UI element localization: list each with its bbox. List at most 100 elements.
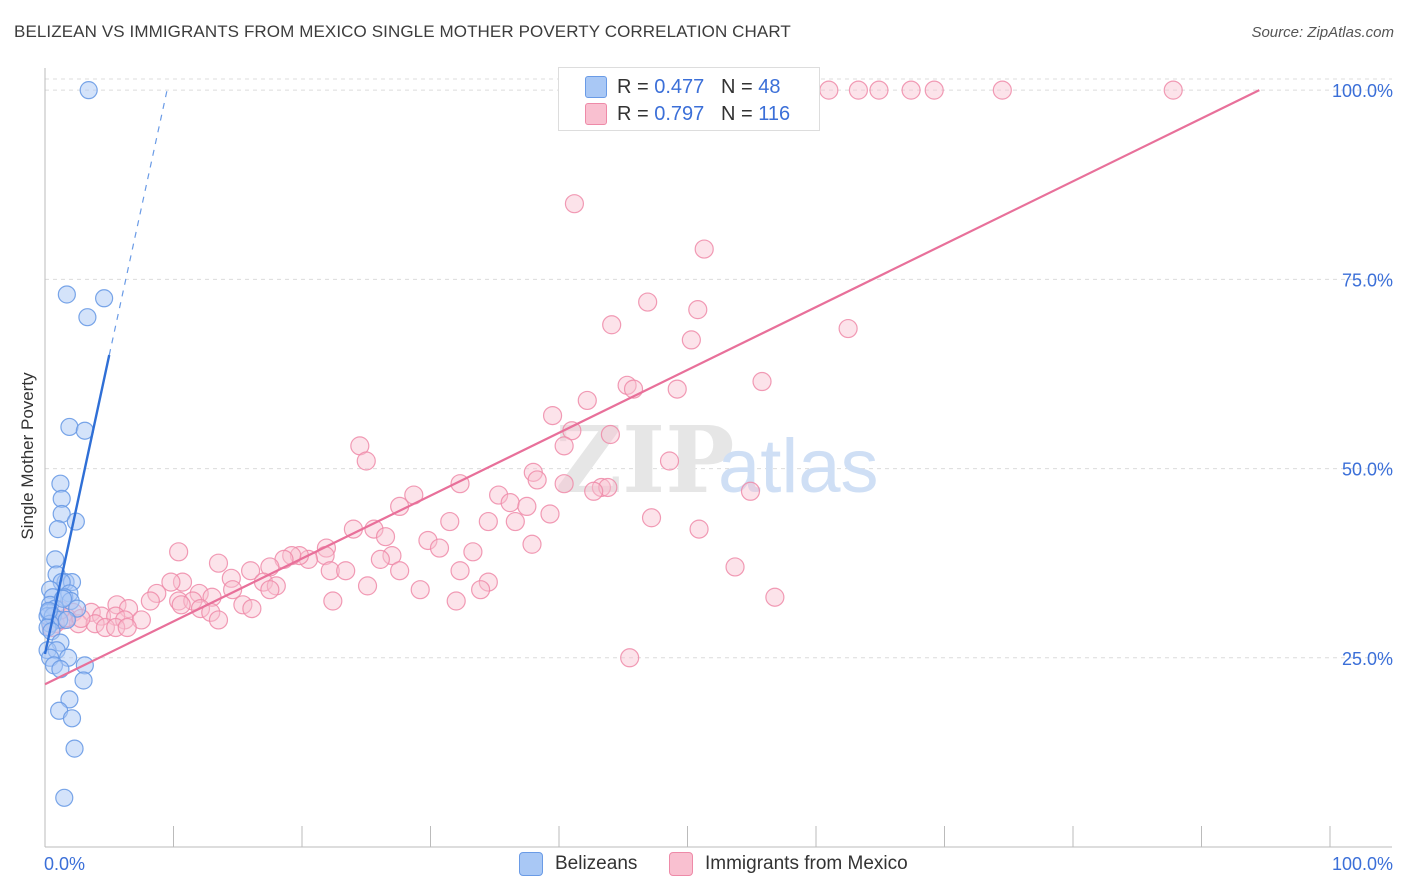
data-point-mexico <box>418 530 438 551</box>
data-point-belizean <box>51 660 70 679</box>
trend-line-belizeans-extension <box>108 90 168 356</box>
data-point-mexico <box>869 80 889 100</box>
tick-labels: 25.0% 50.0% 75.0% 100.0% 0.0% 100.0% <box>44 81 1393 874</box>
data-point-mexico <box>356 451 376 471</box>
data-point-mexico <box>147 583 167 604</box>
trend-line-mexico <box>44 89 1260 686</box>
data-point-belizean <box>74 671 93 690</box>
data-point-mexico <box>848 80 869 100</box>
watermark: ZIP atlas <box>555 406 879 514</box>
data-point-mexico <box>564 194 585 214</box>
data-point-mexico <box>95 617 115 638</box>
data-point-mexico <box>478 511 498 532</box>
data-point-mexico <box>446 591 466 611</box>
data-point-belizean <box>52 489 71 508</box>
data-point-belizean <box>57 610 76 630</box>
legend-n-value: 116 <box>758 102 791 125</box>
data-point-mexico <box>505 511 525 532</box>
y-tick-label: 50.0% <box>1342 460 1393 480</box>
legend-r-label: R = <box>617 75 655 98</box>
bottom-legend-label-mexico: Immigrants from Mexico <box>705 853 908 874</box>
y-tick-label: 75.0% <box>1342 270 1393 290</box>
trend-lines <box>43 89 1260 686</box>
data-point-mexico <box>169 542 189 562</box>
data-point-belizean <box>55 788 74 807</box>
data-point-mexico <box>189 583 209 604</box>
data-point-mexico <box>183 591 203 611</box>
data-point-mexico <box>992 80 1012 100</box>
data-point-mexico <box>602 315 622 335</box>
data-point-mexico <box>620 648 640 668</box>
data-point-mexico <box>85 614 105 634</box>
data-point-mexico <box>241 561 261 581</box>
bottom-legend-label-belizeans: Belizeans <box>555 853 638 874</box>
data-point-mexico <box>117 617 137 638</box>
legend-n-label: N = <box>720 102 759 125</box>
series-belizeans <box>38 81 114 807</box>
data-point-mexico <box>440 511 460 532</box>
correlation-legend: R = 0.477 N = 48 R = 0.797 N = 116 <box>558 67 820 131</box>
data-point-mexico <box>584 481 604 501</box>
data-point-mexico <box>478 572 498 592</box>
bottom-legend-belizeans: Belizeans <box>519 852 637 876</box>
data-point-mexico <box>667 379 687 399</box>
axes <box>44 68 1392 848</box>
data-point-belizean <box>46 550 65 569</box>
data-point-mexico <box>517 496 537 517</box>
data-point-mexico <box>106 617 126 638</box>
bottom-legend-swatch-belizeans <box>519 852 543 876</box>
legend-r-value: 0.477 <box>654 75 705 98</box>
data-point-mexico <box>540 504 560 524</box>
data-point-mexico <box>765 587 785 607</box>
data-point-mexico <box>320 561 340 581</box>
data-point-mexico <box>1163 80 1183 100</box>
legend-r-value: 0.797 <box>654 102 705 125</box>
data-point-belizean <box>57 285 76 304</box>
data-point-mexico <box>375 527 396 547</box>
data-point-mexico <box>140 591 160 611</box>
data-point-mexico <box>542 405 563 426</box>
data-point-mexico <box>554 474 574 494</box>
data-point-mexico <box>260 580 280 600</box>
data-point-mexico <box>382 546 402 566</box>
series-immigrants-from-mexico <box>41 80 1183 668</box>
data-point-mexico <box>901 80 921 100</box>
bottom-legend-swatch-mexico <box>669 852 693 876</box>
data-point-mexico <box>641 508 662 528</box>
data-point-mexico <box>357 576 378 596</box>
legend-swatch-mexico <box>585 103 607 125</box>
data-point-mexico <box>208 610 229 630</box>
data-point-mexico <box>242 598 262 619</box>
y-tick-label: 100.0% <box>1332 81 1393 101</box>
x-tick-label: 100.0% <box>1332 854 1393 874</box>
data-point-mexico <box>725 557 745 577</box>
data-point-mexico <box>410 580 430 600</box>
legend-n-value: 48 <box>758 75 781 98</box>
data-point-belizean <box>48 520 67 539</box>
legend-n-label: N = <box>720 75 759 98</box>
data-point-mexico <box>600 424 621 445</box>
data-point-mexico <box>172 572 193 592</box>
data-point-mexico <box>554 436 574 456</box>
trend-line-belizeans <box>43 354 111 655</box>
chart-title: BELIZEAN VS IMMIGRANTS FROM MEXICO SINGL… <box>14 22 791 41</box>
data-point-mexico <box>659 451 680 471</box>
data-point-mexico <box>463 542 483 562</box>
watermark-zip: ZIP <box>555 406 734 514</box>
data-point-mexico <box>688 300 708 320</box>
data-point-mexico <box>924 80 944 100</box>
watermark-atlas: atlas <box>718 424 879 509</box>
data-point-mexico <box>336 561 356 581</box>
data-point-mexico <box>323 591 343 611</box>
data-point-belizean <box>78 308 97 327</box>
y-tick-label: 25.0% <box>1342 649 1393 669</box>
data-point-belizean <box>60 417 79 437</box>
source-label: Source: ZipAtlas.com <box>1251 24 1394 41</box>
data-point-mexico <box>471 580 491 600</box>
legend-row-mexico: R = 0.797 N = 116 <box>585 101 790 127</box>
data-point-mexico <box>681 330 701 350</box>
data-point-mexico <box>740 481 761 501</box>
data-point-mexico <box>598 477 618 498</box>
data-point-belizean <box>60 690 79 709</box>
legend-r-label: R = <box>617 102 655 125</box>
